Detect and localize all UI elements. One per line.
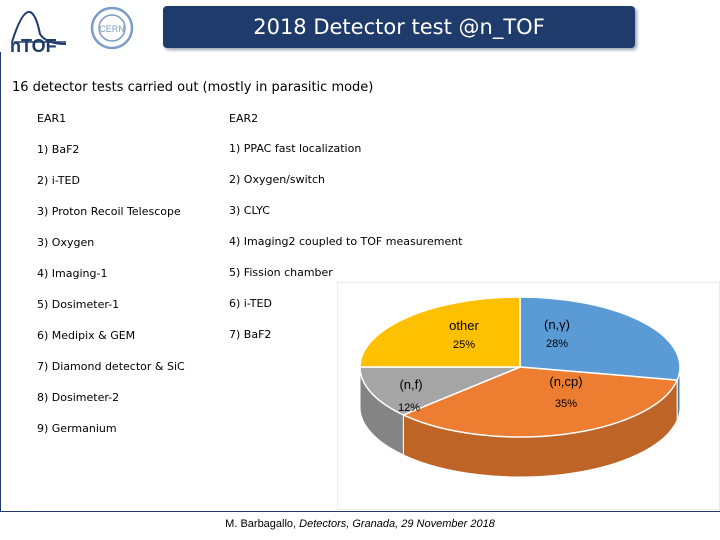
ear1-item: 9) Germanium (37, 422, 117, 435)
page-title: 2018 Detector test @n_TOF (253, 15, 545, 39)
ntof-logo-text: nTOF (10, 36, 57, 56)
pie-top-group (359, 296, 681, 438)
ear2-item: 3) CLYC (229, 204, 270, 217)
ntof-logo-icon: nTOF (10, 10, 67, 56)
pie-slice (519, 296, 681, 381)
slice-label-ncp: (n,cp) (549, 374, 582, 389)
slice-value-ng: 28% (546, 338, 568, 350)
slice-label-other: other (449, 318, 479, 333)
ear1-item: 6) Medipix & GEM (37, 329, 136, 342)
cern-logo-icon: CERN (90, 6, 134, 50)
ear1-item: 7) Diamond detector & SiC (37, 360, 185, 373)
ear1-item: 1) BaF2 (37, 143, 80, 156)
ear2-heading: EAR2 (229, 112, 259, 125)
ear2-item: 6) i-TED (229, 297, 272, 310)
ear1-heading: EAR1 (37, 112, 67, 125)
subtitle: 16 detector tests carried out (mostly in… (12, 80, 374, 95)
left-rule (0, 52, 1, 511)
ear1-item: 8) Dosimeter-2 (37, 391, 120, 404)
slice-label-nf: (n,f) (399, 377, 422, 392)
pie-slice (359, 366, 521, 416)
pie-labels: other 25% (n,γ) 28% (n,cp) 35% (n,f) 12% (398, 317, 583, 414)
slice-value-ncp: 35% (555, 398, 577, 410)
slice-label-ng: (n,γ) (544, 317, 570, 332)
cern-logo-text: CERN (99, 24, 125, 34)
ear1-item: 3) Proton Recoil Telescope (37, 205, 181, 218)
logo-area: nTOF CERN (0, 0, 160, 56)
title-banner: 2018 Detector test @n_TOF (163, 6, 635, 48)
ear2-item: 1) PPAC fast localization (229, 142, 362, 155)
footer-author: M. Barbagallo, (225, 518, 300, 530)
ear1-item: 5) Dosimeter-1 (37, 298, 120, 311)
ear1-item: 3) Oxygen (37, 236, 95, 249)
slice-value-other: 25% (453, 339, 475, 351)
ear1-item: 2) i-TED (37, 174, 80, 187)
ear2-item: 5) Fission chamber (229, 266, 333, 279)
ear2-item: 4) Imaging2 coupled to TOF measurement (229, 235, 463, 248)
pie-chart: other 25% (n,γ) 28% (n,cp) 35% (n,f) 12% (337, 282, 720, 510)
footer-event: Detectors, Granada, 29 November 2018 (299, 518, 495, 530)
pie-slice (401, 366, 679, 438)
pie-slice (359, 296, 521, 368)
ear1-item: 4) Imaging-1 (37, 267, 108, 280)
footer: M. Barbagallo, Detectors, Granada, 29 No… (0, 518, 720, 530)
ear2-item: 7) BaF2 (229, 328, 272, 341)
footer-rule (0, 511, 720, 512)
slice-value-nf: 12% (398, 402, 420, 414)
ear2-item: 2) Oxygen/switch (229, 173, 326, 186)
